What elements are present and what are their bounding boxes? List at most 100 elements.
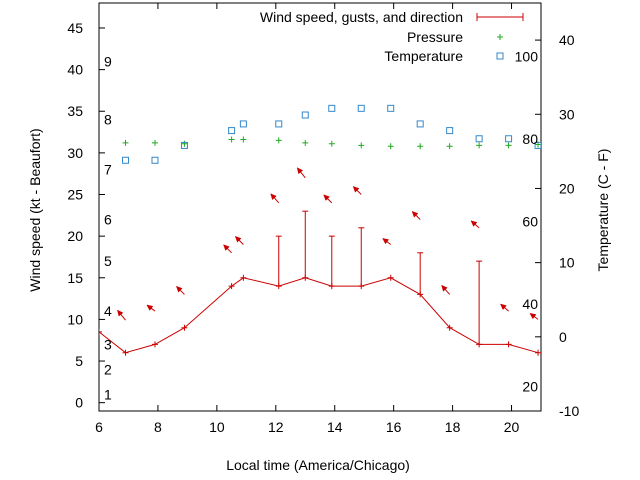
y-right-tick-label: 10 [559, 255, 575, 271]
legend-sample-temperature [496, 52, 504, 60]
beaufort-label: 2 [104, 361, 112, 377]
temperature-point [301, 111, 309, 119]
beaufort-label: 1 [104, 386, 112, 402]
wind-arrow-head [470, 220, 478, 227]
temperature-point [446, 127, 454, 135]
y-right-tick-label: 30 [559, 106, 575, 122]
y-left-tick-label: 15 [67, 270, 83, 286]
wind-speed-point [446, 324, 453, 331]
legend-label-temperature: Temperature [384, 48, 463, 64]
temperature-point [475, 135, 483, 143]
x-tick-label: 18 [445, 419, 461, 435]
pressure-point [275, 137, 282, 144]
wind-arrow-head [529, 313, 537, 320]
x-tick-label: 20 [504, 419, 520, 435]
wind-arrow-head [176, 286, 183, 293]
y-right-tick-label: 0 [559, 329, 567, 345]
temperature-point [357, 104, 365, 112]
wind-speed-point [228, 283, 235, 290]
y-right-tick-label: 40 [559, 32, 575, 48]
wind-arrow-head [270, 193, 277, 201]
x-tick-label: 14 [327, 419, 343, 435]
temperature-point [505, 135, 513, 143]
y-left-tick-label: 45 [67, 20, 83, 36]
wind-arrow-head [296, 167, 304, 175]
wind-speed-point [505, 341, 512, 348]
y-left-tick-label: 10 [67, 311, 83, 327]
y-left-tick-label: 35 [67, 103, 83, 119]
fahrenheit-label: 20 [522, 378, 538, 394]
temperature-point [151, 156, 159, 164]
wind-speed-point [181, 324, 188, 331]
x-tick-label: 8 [154, 419, 162, 435]
y-left-tick-label: 0 [75, 395, 83, 411]
pressure-point [240, 136, 247, 143]
temperature-point [228, 127, 236, 135]
y-left-tick-label: 5 [75, 353, 83, 369]
temperature-point [239, 120, 247, 128]
x-tick-label: 6 [95, 419, 103, 435]
series-group [99, 104, 541, 356]
x-tick-label: 12 [268, 419, 284, 435]
y-right-tick-label: 20 [559, 180, 575, 196]
y-left-tick-label: 25 [67, 187, 83, 203]
wind-arrow-head [146, 304, 154, 311]
legend-label-wind: Wind speed, gusts, and direction [260, 9, 463, 25]
wind-arrow-head [382, 238, 390, 245]
pressure-point [358, 142, 365, 149]
x-tick-label: 16 [386, 419, 402, 435]
wind-arrow-head [323, 194, 330, 201]
wind-arrow-head [117, 309, 124, 317]
beaufort-label: 5 [104, 253, 112, 269]
legend-label-pressure: Pressure [407, 29, 463, 45]
legend: Wind speed, gusts, and direction Pressur… [260, 9, 524, 64]
wind-speed-line [99, 277, 539, 354]
pressure-point [505, 142, 512, 149]
wind-speed-point [151, 341, 158, 348]
wind-arrow-head [352, 186, 360, 193]
temperature-point [122, 156, 130, 164]
y-left-tick-label: 40 [67, 62, 83, 78]
x-axis-label: Local time (America/Chicago) [226, 457, 410, 473]
fahrenheit-label: 40 [522, 296, 538, 312]
x-tick-label: 10 [209, 419, 225, 435]
wind-arrow-head [411, 211, 419, 218]
y-left-tick-label: 20 [67, 228, 83, 244]
fahrenheit-label: 100 [515, 49, 539, 65]
wind-speed-point [387, 274, 394, 281]
wind-arrow-head [223, 244, 230, 251]
beaufort-label: 6 [104, 211, 112, 227]
wind-speed-point [122, 349, 129, 356]
temperature-point [387, 104, 395, 112]
legend-sample-pressure [497, 34, 503, 40]
beaufort-label: 9 [104, 53, 112, 69]
chart-layer-frame [98, 2, 542, 412]
y-axis-label-left: Wind speed (kt - Beaufort) [27, 128, 43, 291]
beaufort-label: 4 [104, 303, 112, 319]
chart-layer-labels: Local time (America/Chicago) Wind speed … [27, 20, 611, 473]
pressure-point [328, 140, 335, 147]
temperature-point [416, 120, 424, 128]
beaufort-label: 3 [104, 336, 112, 352]
pressure-point [228, 136, 235, 143]
beaufort-label: 8 [104, 112, 112, 128]
temperature-point [275, 120, 283, 128]
pressure-point [387, 143, 394, 150]
temperature-point [180, 141, 188, 149]
plot-frame [98, 2, 542, 412]
fahrenheit-label: 80 [522, 131, 538, 147]
chart-layer-data [99, 104, 541, 356]
wind-arrow-head [500, 303, 507, 311]
fahrenheit-label: 60 [522, 213, 538, 229]
y-axis-label-right: Temperature (C - F) [595, 149, 611, 272]
pressure-point [181, 140, 188, 147]
beaufort-label: 7 [104, 162, 112, 178]
temperature-point [534, 141, 541, 149]
y-right-tick-label: -10 [559, 403, 579, 419]
pressure-point [302, 139, 309, 146]
temperature-point [328, 104, 336, 112]
pressure-point [122, 139, 129, 146]
wind-speed-point [535, 349, 541, 356]
wind-arrow-head [234, 236, 242, 243]
